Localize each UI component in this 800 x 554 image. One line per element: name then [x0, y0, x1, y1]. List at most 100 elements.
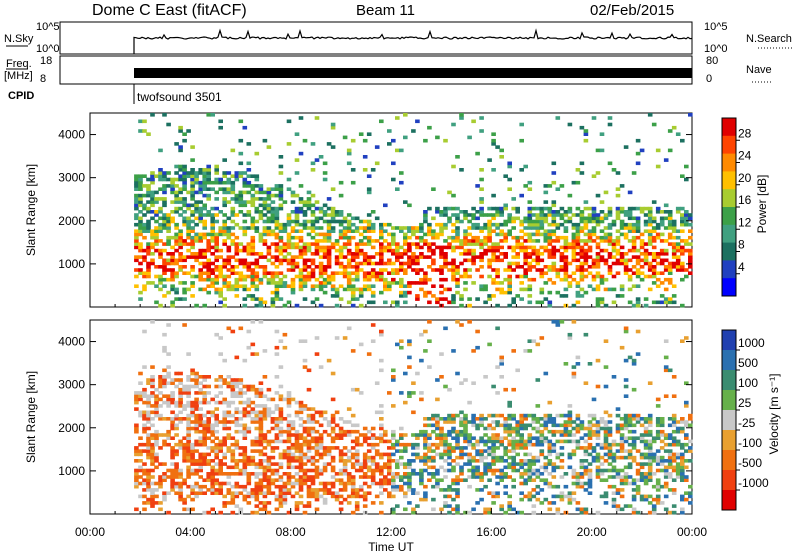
- power-cell: [310, 258, 316, 263]
- power-cell: [475, 151, 480, 156]
- velocity-cell: [186, 449, 191, 453]
- velocity-cell: [443, 488, 448, 492]
- power-cell: [282, 281, 288, 285]
- power-cell: [415, 258, 420, 263]
- velocity-cell: [186, 442, 191, 447]
- power-cell: [246, 161, 252, 166]
- power-cell: [202, 184, 207, 188]
- velocity-cell: [423, 439, 428, 444]
- power-cell: [310, 274, 316, 279]
- power-cell: [198, 210, 203, 214]
- power-cell: [499, 210, 504, 214]
- velocity-cell: [166, 442, 171, 447]
- velocity-cell: [274, 426, 280, 431]
- power-cell: [507, 161, 512, 166]
- power-cell: [262, 232, 268, 237]
- velocity-cell: [346, 429, 352, 434]
- velocity-cell: [651, 497, 657, 502]
- power-cell: [254, 226, 260, 230]
- power-cell: [415, 229, 420, 233]
- power-cell: [194, 255, 199, 259]
- velocity-cell: [310, 426, 316, 431]
- power-cell: [154, 248, 159, 253]
- power-cell: [675, 132, 681, 136]
- velocity-cell: [182, 436, 187, 440]
- velocity-cell: [603, 420, 609, 424]
- power-cell: [411, 226, 416, 230]
- power-cell: [274, 248, 280, 253]
- velocity-cell: [403, 371, 408, 376]
- power-cell: [194, 210, 199, 214]
- velocity-cell: [338, 468, 344, 473]
- velocity-cell: [318, 413, 324, 418]
- power-cell: [543, 248, 549, 253]
- power-cell: [563, 248, 569, 253]
- power-cell: [523, 274, 528, 279]
- velocity-cell: [571, 420, 577, 424]
- velocity-cell: [439, 429, 444, 434]
- velocity-cell: [190, 459, 195, 463]
- power-cell: [170, 252, 175, 256]
- power-cell: [475, 184, 480, 188]
- velocity-cell: [166, 429, 171, 434]
- power-cell: [523, 232, 528, 237]
- velocity-cell: [595, 384, 601, 389]
- velocity-cell: [186, 465, 191, 470]
- velocity-cell: [583, 439, 589, 444]
- velocity-cell: [659, 459, 665, 463]
- velocity-cell: [302, 462, 308, 466]
- power-cell: [575, 168, 581, 172]
- velocity-cell: [507, 504, 512, 508]
- velocity-cell: [190, 378, 195, 382]
- velocity-cell: [314, 475, 320, 479]
- power-cell: [387, 232, 392, 237]
- power-cell: [134, 187, 139, 191]
- velocity-cell: [515, 510, 520, 515]
- power-cell: [655, 271, 661, 275]
- power-cell: [503, 203, 508, 208]
- velocity-cell: [190, 404, 195, 408]
- velocity-cell: [399, 484, 404, 489]
- power-cell: [499, 232, 504, 237]
- power-cell: [387, 281, 392, 285]
- power-cell: [314, 116, 320, 120]
- power-cell: [170, 184, 175, 188]
- power-cell: [150, 197, 155, 201]
- velocity-cell: [210, 446, 215, 450]
- power-cell: [174, 197, 179, 201]
- power-cell: [519, 168, 524, 172]
- velocity-cell: [138, 436, 143, 440]
- velocity-cell: [643, 494, 649, 499]
- power-cell: [334, 294, 340, 298]
- power-cell: [166, 177, 171, 182]
- velocity-cell: [150, 468, 155, 473]
- power-cell: [511, 197, 516, 201]
- power-cell: [659, 239, 665, 243]
- power-cell: [680, 303, 685, 308]
- velocity-cell: [134, 507, 139, 512]
- velocity-cell: [366, 484, 372, 489]
- velocity-cell: [258, 459, 264, 463]
- velocity-cell: [198, 484, 203, 489]
- velocity-cell: [174, 417, 179, 421]
- velocity-cell: [503, 387, 508, 392]
- velocity-cell: [531, 510, 537, 515]
- power-cell: [527, 284, 533, 288]
- power-cell: [523, 261, 528, 266]
- power-cell: [242, 265, 248, 269]
- velocity-cell: [374, 410, 380, 415]
- velocity-cell: [338, 481, 344, 486]
- velocity-cell: [266, 439, 272, 444]
- power-cell: [579, 274, 585, 279]
- velocity-cell: [599, 446, 605, 450]
- power-cell: [503, 268, 508, 272]
- velocity-cell: [202, 394, 207, 398]
- velocity-cell: [258, 452, 264, 457]
- power-cell: [342, 287, 348, 292]
- power-cell: [338, 232, 344, 237]
- velocity-cell: [214, 394, 219, 398]
- power-cell: [623, 210, 629, 214]
- power-cell: [383, 261, 388, 266]
- power-cell: [230, 284, 236, 288]
- velocity-cell: [266, 455, 272, 460]
